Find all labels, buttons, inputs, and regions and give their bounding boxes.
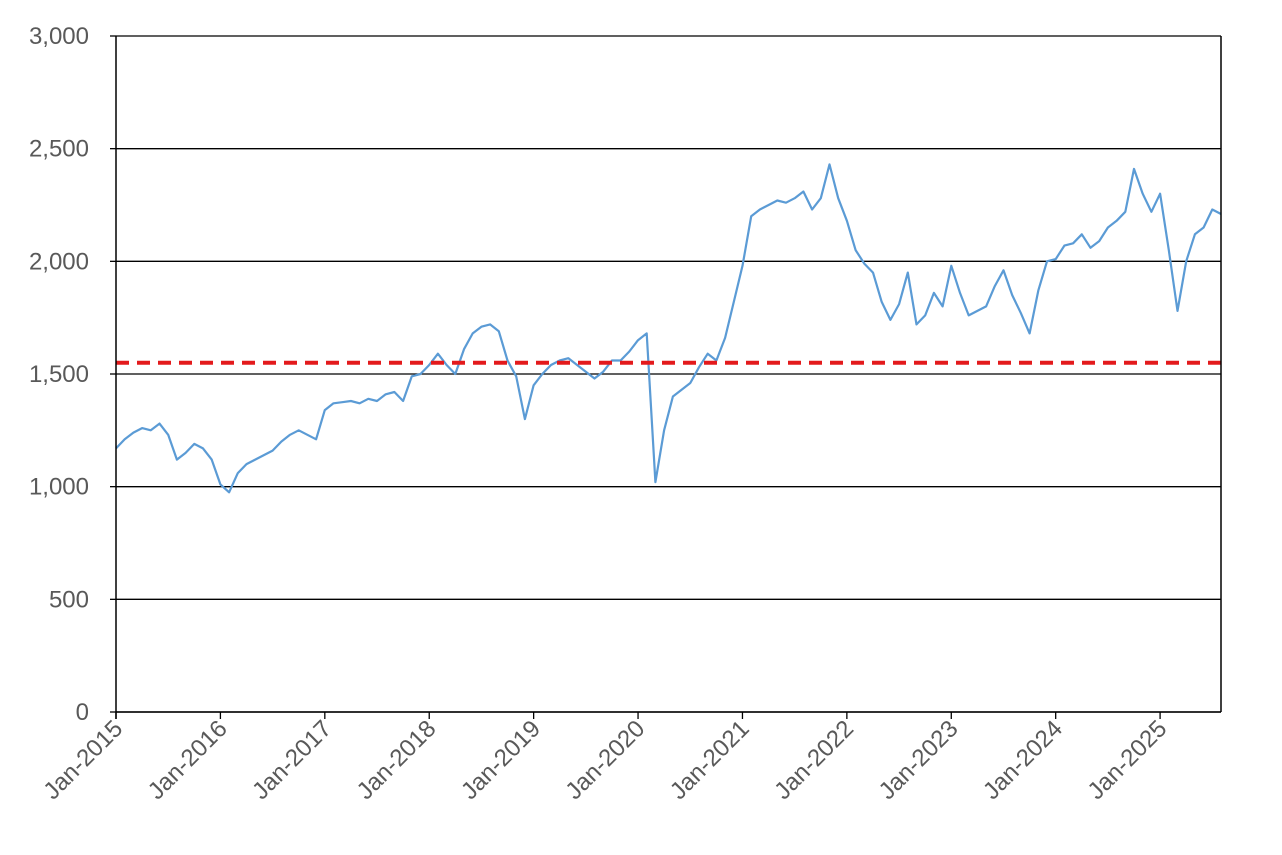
- y-tick-label: 1,500: [29, 361, 89, 388]
- series-layer: [115, 163, 1222, 494]
- x-tick-label: Jan-2024: [978, 715, 1068, 805]
- y-tick-label: 3,000: [29, 23, 89, 50]
- x-axis-ticks: Jan-2015 Jan-2016 Jan-2017 Jan-2018 Jan-2019…: [38, 712, 1172, 805]
- y-tick-label: 0: [76, 699, 89, 726]
- gridlines: [116, 35, 1221, 713]
- x-tick-label: Jan-2020: [560, 715, 650, 805]
- series-line-0: [115, 163, 1222, 494]
- y-tick-label: 2,000: [29, 248, 89, 275]
- x-tick-label: Jan-2018: [352, 715, 442, 805]
- x-tick-label: Jan-2019: [456, 715, 546, 805]
- x-tick-label: Jan-2025: [1082, 715, 1172, 805]
- y-axis-ticks: 0 500 1,000 1,500 2,000 2,500 3,000: [29, 23, 116, 726]
- x-tick-label: Jan-2016: [143, 715, 233, 805]
- x-tick-label: Jan-2017: [247, 715, 337, 805]
- y-tick-label: 500: [49, 586, 89, 613]
- x-tick-label: Jan-2015: [38, 715, 128, 805]
- y-tick-label: 1,000: [29, 474, 89, 501]
- y-tick-label: 2,500: [29, 136, 89, 163]
- x-tick-label: Jan-2022: [769, 715, 859, 805]
- x-tick-label: Jan-2021: [665, 715, 755, 805]
- x-tick-label: Jan-2023: [874, 715, 964, 805]
